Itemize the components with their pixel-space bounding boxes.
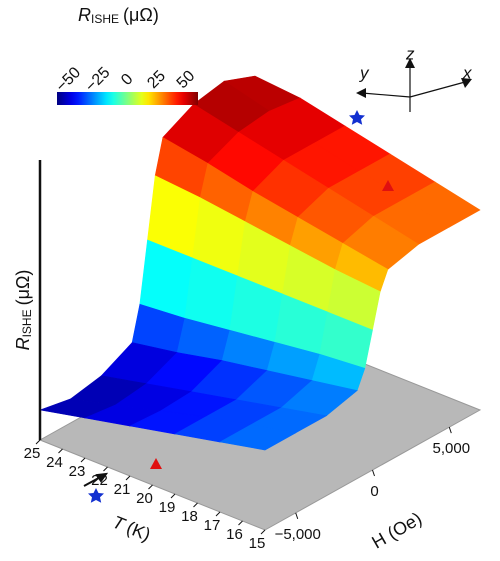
z-axis-label-unit: (μΩ)	[13, 270, 33, 306]
z-axis-label-sub: ISHE	[20, 309, 34, 337]
t-tick	[125, 475, 131, 481]
coord-y: y	[359, 63, 370, 82]
t-tick-label: 19	[159, 499, 176, 516]
coord-z: z	[405, 44, 415, 63]
colorbar-tick-label: −25	[82, 64, 113, 95]
star-marker	[349, 110, 365, 125]
t-tick	[215, 511, 221, 517]
t-tick	[260, 529, 266, 535]
colorbar-tick-label: 50	[174, 67, 199, 92]
t-tick	[148, 484, 153, 490]
t-tick-label: 17	[204, 517, 221, 534]
t-tick	[80, 457, 86, 463]
coord-arrowheads	[356, 58, 472, 98]
triangle-marker	[150, 458, 162, 469]
z-axis-label-main: R	[13, 337, 33, 350]
arrow-marker	[83, 472, 109, 487]
h-tick-label: 0	[370, 483, 378, 500]
t-tick-label: 16	[226, 526, 243, 543]
h-tick	[372, 469, 375, 477]
t-tick-label: 24	[46, 454, 63, 471]
t-tick-label: 15	[249, 535, 266, 552]
colorbar-tick-label: −50	[53, 64, 84, 95]
h-tick-label: 5,000	[433, 440, 471, 457]
surface-patch	[219, 424, 297, 451]
z-axis-label: RISHE (μΩ)	[13, 270, 34, 351]
triangle-marker	[382, 180, 394, 191]
colorbar-title: RISHE (μΩ)	[78, 5, 159, 26]
colorbar	[57, 92, 198, 105]
t-tick	[170, 493, 176, 499]
t-tick-label: 23	[69, 463, 86, 480]
h-tick-label: −5,000	[275, 526, 321, 543]
colorbar-title-main: R	[78, 5, 91, 25]
coord-lines	[361, 65, 466, 112]
h-tick	[295, 512, 299, 520]
t-tick	[35, 439, 41, 445]
t-tick	[103, 466, 108, 472]
t-tick-label: 18	[181, 508, 198, 525]
star-marker	[88, 488, 104, 503]
h-axis-label: H (Oe)	[368, 508, 425, 552]
coordinate-icon: x y z	[356, 44, 472, 112]
coord-x: x	[462, 63, 472, 82]
t-tick	[58, 448, 63, 454]
t-axis-label-unit: (K)	[124, 517, 154, 545]
h-tick	[448, 426, 452, 434]
colorbar-tick-label: 25	[144, 67, 169, 92]
t-axis-label: T(K)	[110, 512, 154, 545]
colorbar-tick-label: 0	[118, 71, 136, 89]
t-tick-label: 21	[114, 481, 131, 498]
colorbar-title-sub: ISHE	[91, 12, 119, 26]
colorbar-title-unit: (μΩ)	[123, 5, 159, 25]
t-tick	[238, 520, 243, 526]
t-tick-label: 20	[136, 490, 153, 507]
t-tick-label: 25	[24, 445, 41, 462]
t-tick	[193, 502, 198, 508]
